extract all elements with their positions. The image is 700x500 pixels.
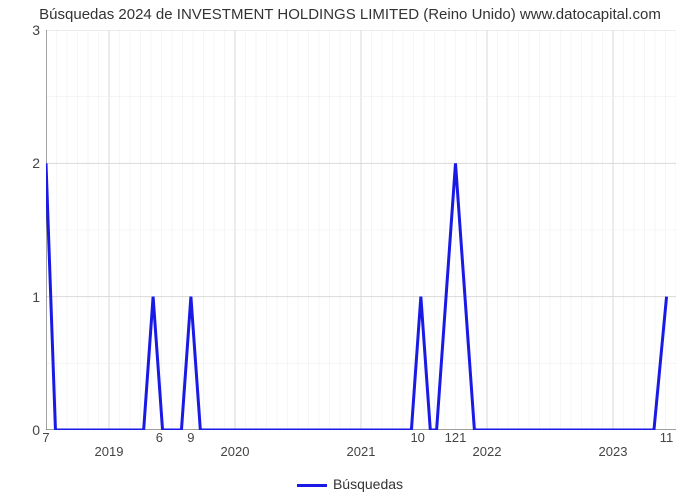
x-data-label: 121 bbox=[445, 430, 467, 445]
x-data-label: 9 bbox=[187, 430, 194, 445]
x-year-label: 2021 bbox=[347, 444, 376, 459]
y-tick-label: 1 bbox=[10, 289, 40, 305]
chart-title: Búsquedas 2024 de INVESTMENT HOLDINGS LI… bbox=[0, 6, 700, 23]
x-year-label: 2023 bbox=[599, 444, 628, 459]
x-data-label: 7 bbox=[42, 430, 49, 445]
x-year-label: 2020 bbox=[221, 444, 250, 459]
y-tick-label: 0 bbox=[10, 422, 40, 438]
x-data-label: 10 bbox=[410, 430, 424, 445]
legend-swatch bbox=[297, 484, 327, 487]
x-year-label: 2022 bbox=[473, 444, 502, 459]
y-tick-label: 2 bbox=[10, 155, 40, 171]
x-data-label: 6 bbox=[156, 430, 163, 445]
y-tick-label: 3 bbox=[10, 22, 40, 38]
legend-label: Búsquedas bbox=[333, 476, 403, 492]
chart-plot bbox=[46, 30, 676, 430]
chart-legend: Búsquedas bbox=[0, 476, 700, 492]
x-year-label: 2019 bbox=[95, 444, 124, 459]
x-data-label: 11 bbox=[660, 430, 674, 445]
chart-container: Búsquedas 2024 de INVESTMENT HOLDINGS LI… bbox=[0, 0, 700, 500]
